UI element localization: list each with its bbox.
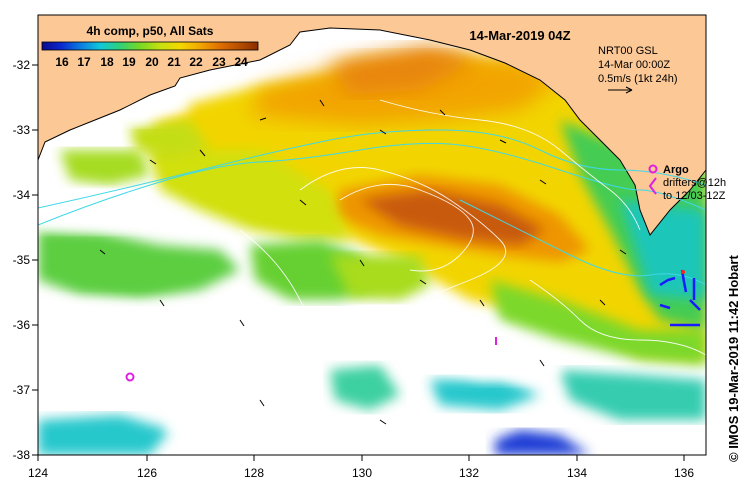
contour-lines: [38, 129, 706, 286]
x-tick: 132: [459, 466, 479, 480]
colorbar-tick: 16: [55, 55, 69, 69]
y-tick: -35: [13, 253, 31, 267]
y-tick: -37: [13, 383, 31, 397]
argo-legend-icon: [648, 164, 658, 174]
y-tick: -38: [13, 448, 31, 462]
x-tick: 130: [352, 466, 372, 480]
current-vectors: [99, 99, 627, 425]
colorbar-tick: 24: [234, 55, 248, 69]
current-legend: NRT00 GSL 14-Mar 00:00Z 0.5m/s (1kt 24h): [598, 45, 677, 94]
y-tick: -32: [13, 58, 31, 72]
panel-title: 4h comp, p50, All Sats: [87, 24, 214, 38]
colorbar-tick: 23: [212, 55, 226, 69]
current-legend-line1: NRT00 GSL: [598, 45, 658, 57]
y-axis-labels: -32 -33 -34 -35 -36 -37 -38: [13, 58, 31, 462]
colorbar-tick: 17: [77, 55, 91, 69]
axis-ticks: [32, 64, 685, 461]
x-tick: 124: [28, 466, 48, 480]
drifters-legend-line2: to 12/03-12Z: [663, 190, 726, 202]
x-tick: 134: [567, 466, 587, 480]
colorbar-tick: 20: [145, 55, 159, 69]
y-tick: -33: [13, 123, 31, 137]
scale-arrow-head: [625, 86, 633, 94]
argo-float-1: [125, 372, 135, 382]
credit-text: © IMOS 19-Mar-2019 11:42 Hobart: [726, 255, 741, 462]
drifter-marker: [681, 270, 685, 274]
sst-field: [38, 45, 706, 455]
colorbar-tick: 22: [189, 55, 203, 69]
colorbar-tick: 21: [167, 55, 181, 69]
x-tick: 136: [674, 466, 694, 480]
drifter-legend-icon: [648, 177, 657, 195]
land: [38, 15, 706, 236]
colorbar: [41, 41, 259, 51]
y-tick: -34: [13, 188, 31, 202]
current-legend-line3: 0.5m/s (1kt 24h): [598, 73, 677, 85]
y-tick: -36: [13, 318, 31, 332]
argo-legend-label: Argo: [663, 164, 689, 176]
colorbar-tick: 19: [122, 55, 136, 69]
x-tick: 126: [137, 466, 157, 480]
isotherm-lines: [239, 99, 706, 356]
colorbar-labels: 16 17 18 19 20 21 22 23 24: [55, 55, 248, 69]
plot-frame: [37, 14, 707, 456]
drifter-tracks: [659, 269, 701, 327]
colorbar-tick: 18: [100, 55, 114, 69]
current-legend-line2: 14-Mar 00:00Z: [598, 59, 670, 71]
x-axis-labels: 124 126 128 130 132 134 136: [28, 466, 694, 480]
date-title: 14-Mar-2019 04Z: [469, 28, 570, 43]
drifters-legend-line1: drifters@12h: [663, 177, 726, 189]
x-tick: 128: [244, 466, 264, 480]
argo-legend: Argo drifters@12h to 12/03-12Z: [648, 164, 726, 202]
